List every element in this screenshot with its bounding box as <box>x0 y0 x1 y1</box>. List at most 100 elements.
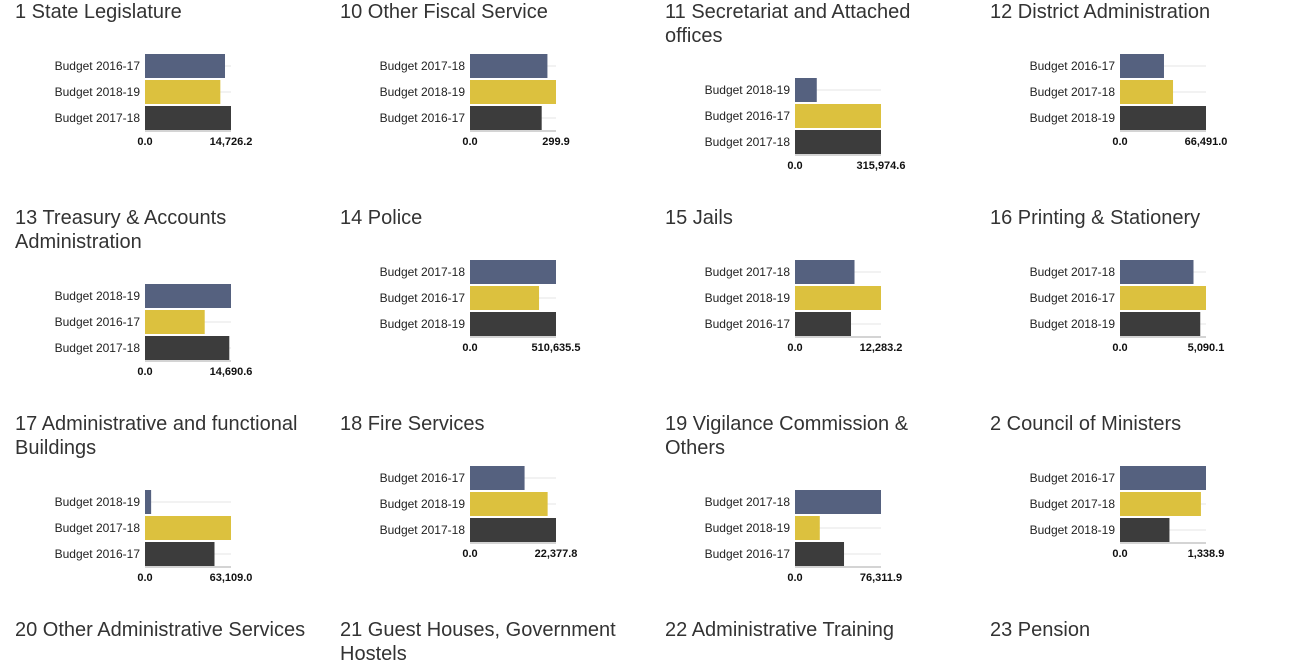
bar[interactable] <box>795 312 852 336</box>
bar-chart: Budget 2018-19 Budget 2016-17 Budget 2017-… <box>55 284 252 378</box>
tick-label-max: 1,338.9 <box>1188 548 1225 560</box>
category-label: Budget 2017-18 <box>380 523 466 537</box>
category-label: Budget 2018-19 <box>705 521 791 535</box>
bar[interactable] <box>1120 286 1206 310</box>
chart-title: 18 Fire Services <box>340 413 485 435</box>
category-label: Budget 2017-18 <box>55 111 141 125</box>
tick-label-min: 0.0 <box>787 572 802 584</box>
bar[interactable] <box>470 518 556 542</box>
tick-label-min: 0.0 <box>787 342 802 354</box>
bar[interactable] <box>1120 106 1206 130</box>
bar[interactable] <box>795 286 881 310</box>
tick-label-max: 63,109.0 <box>210 572 253 584</box>
bar[interactable] <box>470 106 542 130</box>
chart-16-printing-stationery: 16 Printing & Stationery Budget 2017-18 Bu… <box>975 206 1275 406</box>
bar[interactable] <box>145 284 231 308</box>
bar-chart: Budget 2018-19 Budget 2016-17 Budget 2017-… <box>705 78 906 172</box>
tick-label-max: 510,635.5 <box>532 342 581 354</box>
bar[interactable] <box>470 286 540 310</box>
bar[interactable] <box>1120 80 1174 104</box>
chart-title: 12 District Administration <box>990 1 1211 23</box>
bar[interactable] <box>795 490 881 514</box>
category-label: Budget 2016-17 <box>380 111 466 125</box>
bar[interactable] <box>795 516 820 540</box>
bar[interactable] <box>470 260 556 284</box>
category-label: Budget 2017-18 <box>380 265 466 279</box>
category-label: Budget 2016-17 <box>1030 471 1116 485</box>
bar[interactable] <box>145 106 231 130</box>
bar[interactable] <box>795 130 881 154</box>
chart-12-district-administration: 12 District Administration Budget 2016-17… <box>975 0 1275 200</box>
chart-18-fire-services: 18 Fire Services Budget 2016-17 Budget 201… <box>325 412 625 612</box>
bar[interactable] <box>145 516 231 540</box>
chart-title: 14 Police <box>340 207 423 229</box>
chart-23-pension: 23 Pension <box>975 618 1275 672</box>
chart-title: 20 Other Administrative Services <box>15 619 306 641</box>
chart-20-other-administrative-services: 20 Other Administrative Services <box>0 618 305 672</box>
category-label: Budget 2018-19 <box>380 317 466 331</box>
bar-chart: Budget 2016-17 Budget 2017-18 Budget 2018-… <box>1030 54 1227 148</box>
category-label: Budget 2017-18 <box>1030 265 1116 279</box>
chart-10-other-fiscal-service: 10 Other Fiscal Service Budget 2017-18 Bud… <box>325 0 625 200</box>
tick-label-max: 12,283.2 <box>860 342 903 354</box>
bar-chart: Budget 2017-18 Budget 2018-19 Budget 2016-… <box>705 260 903 354</box>
bar[interactable] <box>795 260 855 284</box>
tick-label-max: 14,726.2 <box>210 136 253 148</box>
chart-title: 19 Vigilance Commission & Others <box>665 413 909 459</box>
category-label: Budget 2018-19 <box>55 289 141 303</box>
bar[interactable] <box>1120 54 1164 78</box>
category-label: Budget 2018-19 <box>705 83 791 97</box>
category-label: Budget 2016-17 <box>705 317 791 331</box>
chart-15-jails: 15 Jails Budget 2017-18 Budget 2018-19 Budg… <box>650 206 950 406</box>
bar[interactable] <box>1120 466 1206 490</box>
bar[interactable] <box>145 542 215 566</box>
bar[interactable] <box>470 54 548 78</box>
tick-label-max: 315,974.6 <box>857 160 906 172</box>
bar[interactable] <box>145 54 226 78</box>
bar-chart: Budget 2017-18 Budget 2018-19 Budget 2016-… <box>380 54 570 148</box>
bar[interactable] <box>795 104 881 128</box>
bar[interactable] <box>1120 312 1201 336</box>
category-label: Budget 2016-17 <box>55 315 141 329</box>
tick-label-min: 0.0 <box>1112 548 1127 560</box>
bar[interactable] <box>1120 492 1201 516</box>
category-label: Budget 2018-19 <box>380 497 466 511</box>
bar-chart: Budget 2016-17 Budget 2018-19 Budget 2017-… <box>55 54 253 148</box>
category-label: Budget 2018-19 <box>1030 523 1116 537</box>
category-label: Budget 2018-19 <box>380 85 466 99</box>
category-label: Budget 2016-17 <box>1030 291 1116 305</box>
bar[interactable] <box>1120 518 1170 542</box>
tick-label-max: 22,377.8 <box>535 548 578 560</box>
bar[interactable] <box>795 542 845 566</box>
bar[interactable] <box>795 78 817 102</box>
category-label: Budget 2017-18 <box>705 495 791 509</box>
chart-title: 15 Jails <box>665 207 733 229</box>
chart-title: 23 Pension <box>990 619 1091 641</box>
bar[interactable] <box>470 80 556 104</box>
bar[interactable] <box>470 312 556 336</box>
tick-label-min: 0.0 <box>137 572 152 584</box>
chart-title: 2 Council of Ministers <box>990 413 1182 435</box>
category-label: Budget 2016-17 <box>55 59 141 73</box>
tick-label-min: 0.0 <box>137 366 152 378</box>
bar[interactable] <box>145 80 221 104</box>
bar[interactable] <box>470 466 525 490</box>
category-label: Budget 2016-17 <box>1030 59 1116 73</box>
bar[interactable] <box>145 490 152 514</box>
chart-title: 22 Administrative Training <box>665 619 895 641</box>
category-label: Budget 2017-18 <box>705 135 791 149</box>
category-label: Budget 2016-17 <box>380 291 466 305</box>
tick-label-max: 76,311.9 <box>860 572 902 584</box>
bar[interactable] <box>470 492 548 516</box>
tick-label-min: 0.0 <box>462 342 477 354</box>
category-label: Budget 2016-17 <box>705 547 791 561</box>
chart-title: 13 Treasury & Accounts Administration <box>15 207 227 253</box>
bar[interactable] <box>1120 260 1194 284</box>
category-label: Budget 2018-19 <box>1030 317 1116 331</box>
bar-chart: Budget 2016-17 Budget 2018-19 Budget 2017-… <box>380 466 578 560</box>
category-label: Budget 2017-18 <box>1030 497 1116 511</box>
bar[interactable] <box>145 310 205 334</box>
bar-chart: Budget 2017-18 Budget 2016-17 Budget 2018-… <box>380 260 581 354</box>
bar[interactable] <box>145 336 230 360</box>
